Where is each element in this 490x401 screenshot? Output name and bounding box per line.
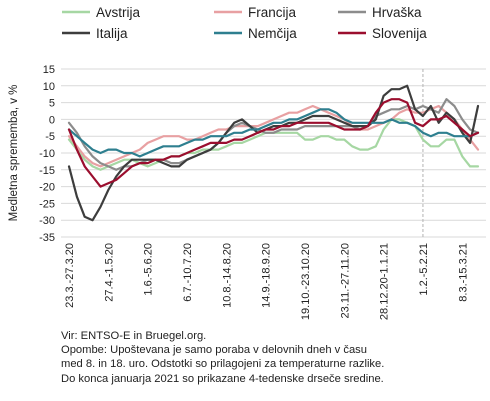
- x-tick-label: 6.7.-10.7.20: [182, 243, 194, 302]
- line-chart: 15 10 5 0 -5 -10 -15 -20 -25 -30 -35 23.3.-27.3.20 2…: [8, 5, 486, 320]
- x-tick-label: 10.8.-14.8.20: [221, 243, 233, 308]
- x-tick-label: 19.10.-23.10.20: [300, 243, 312, 320]
- x-tick-label: 1.6.-5.6.20: [143, 243, 155, 296]
- x-tick-label: 23.3.-27.3.20: [64, 243, 76, 308]
- series-line: [67, 108, 480, 158]
- y-tick-label: -30: [39, 215, 55, 227]
- legend-label: Francija: [248, 5, 297, 20]
- y-tick-label: -25: [39, 198, 55, 210]
- legend-label: Slovenija: [372, 26, 427, 41]
- y-tick-label: -20: [39, 182, 55, 194]
- x-tick-label: 27.4.-1.5.20: [103, 243, 115, 302]
- y-tick-label: -10: [39, 148, 55, 160]
- note-line-1: Opombe: Upoštevana je samo poraba v delo…: [61, 344, 367, 357]
- x-tick-label: 1.2.-5.2.21: [418, 243, 430, 296]
- source-note: Vir: ENTSO-E in Bruegel.org.: [61, 330, 207, 342]
- y-tick-label: 10: [43, 81, 55, 93]
- x-tick-label: 8.3.-15.3.21: [457, 243, 469, 302]
- y-tick-label: 0: [49, 114, 55, 126]
- y-tick-label: -15: [39, 165, 55, 177]
- y-axis-title: Medletna sprememba, v %: [8, 85, 20, 222]
- x-tick-label: 14.9.-18.9.20: [261, 243, 273, 308]
- y-tick-label: -35: [39, 232, 55, 244]
- x-tick-label: 23.11.-27.11.20: [339, 243, 351, 318]
- y-tick-label: 5: [49, 98, 55, 110]
- legend-label: Italija: [96, 26, 128, 41]
- series-line: [67, 98, 480, 188]
- x-tick-label: 28.12.20-1.1.21: [379, 243, 391, 320]
- note-line-3: Do konca januarja 2021 so prikazane 4-te…: [61, 372, 384, 385]
- note-line-2: med 8. in 18. uro. Odstotki so prilagoje…: [61, 358, 385, 371]
- series-line: [67, 84, 480, 222]
- legend-label: Hrvaška: [372, 5, 422, 20]
- chart-notes: Vir: ENTSO-E in Bruegel.org. Opombe: Upo…: [61, 329, 486, 386]
- legend-label: Avstrija: [96, 5, 141, 20]
- y-tick-label: -5: [45, 131, 55, 143]
- y-tick-label: 15: [43, 64, 55, 76]
- legend-label: Nemčija: [248, 26, 297, 41]
